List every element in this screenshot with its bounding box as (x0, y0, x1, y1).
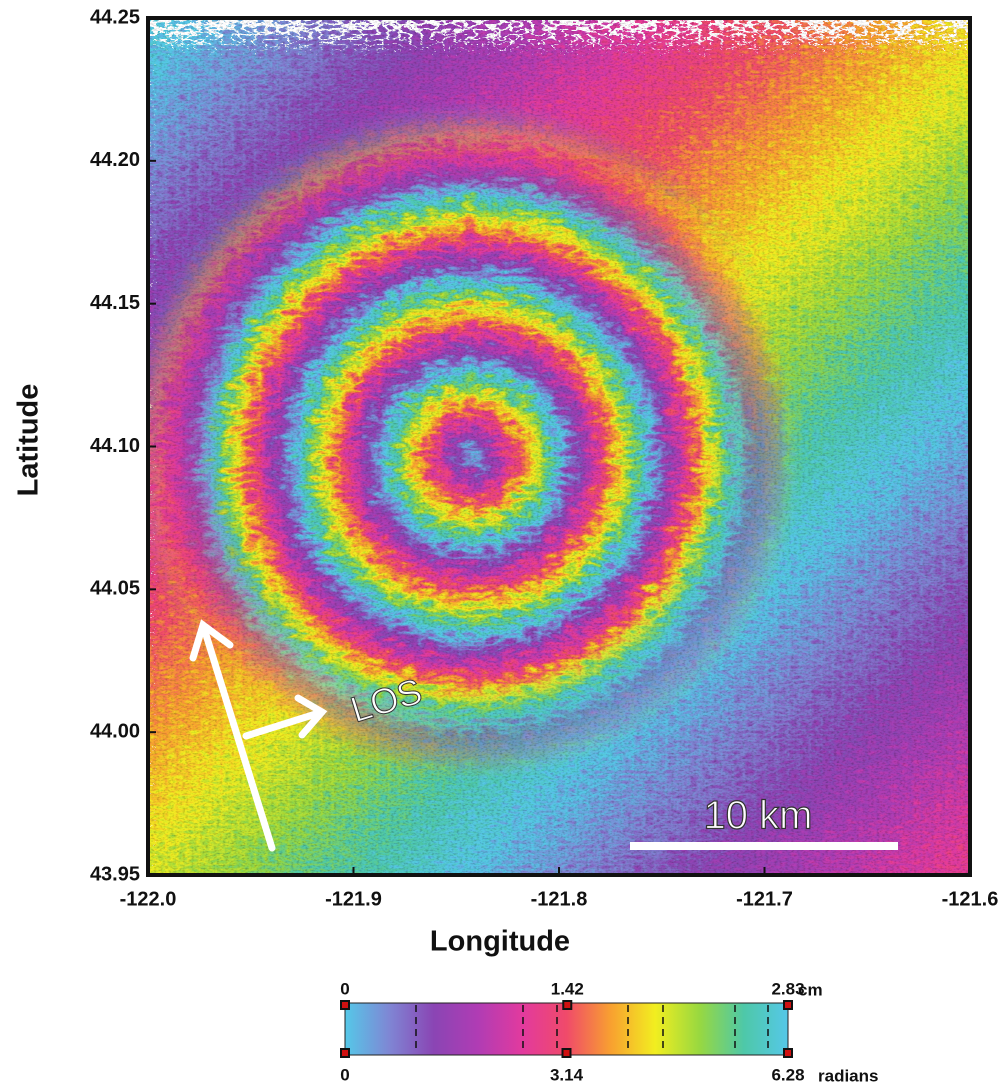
phase-tick (341, 1049, 349, 1057)
interferogram: LOS 10 km (100, 0, 1005, 920)
phase-tick-label: 0 (340, 1065, 349, 1084)
y-tick-label: 44.10 (90, 435, 140, 457)
phase-tick-label: 3.14 (550, 1065, 584, 1084)
phase-tick (563, 1049, 571, 1057)
displacement-tick-label: 2.83 (771, 979, 804, 998)
displacement-tick (784, 1001, 792, 1009)
y-tick-label: 44.20 (90, 149, 140, 171)
y-tick-label: 44.00 (90, 720, 140, 742)
colorbar (345, 1003, 788, 1055)
y-tick-label: 43.95 (90, 863, 140, 885)
phase-tick (784, 1049, 792, 1057)
y-tick-label: 44.25 (90, 6, 140, 28)
x-tick-label: -121.6 (942, 888, 999, 910)
x-axis-title: Longitude (430, 926, 570, 958)
displacement-tick-label: 0 (340, 979, 349, 998)
displacement-tick-label: 1.42 (551, 979, 584, 998)
x-tick-label: -121.8 (531, 888, 588, 910)
scale-bar-label: 10 km (704, 794, 813, 838)
x-tick-label: -121.7 (736, 888, 793, 910)
y-tick-label: 44.15 (90, 292, 140, 314)
speckle (148, 18, 970, 875)
phase-tick-label: 6.28 (771, 1065, 804, 1084)
displacement-tick (563, 1001, 571, 1009)
x-tick-label: -121.9 (325, 888, 382, 910)
y-tick-label: 44.05 (90, 578, 140, 600)
phase-unit: radians (818, 1066, 878, 1085)
displacement-tick (341, 1001, 349, 1009)
y-axis-title: Latitude (13, 384, 45, 497)
page: LOS 10 km Longitude Latitude cm radians … (0, 0, 1005, 1089)
x-tick-label: -122.0 (120, 888, 177, 910)
